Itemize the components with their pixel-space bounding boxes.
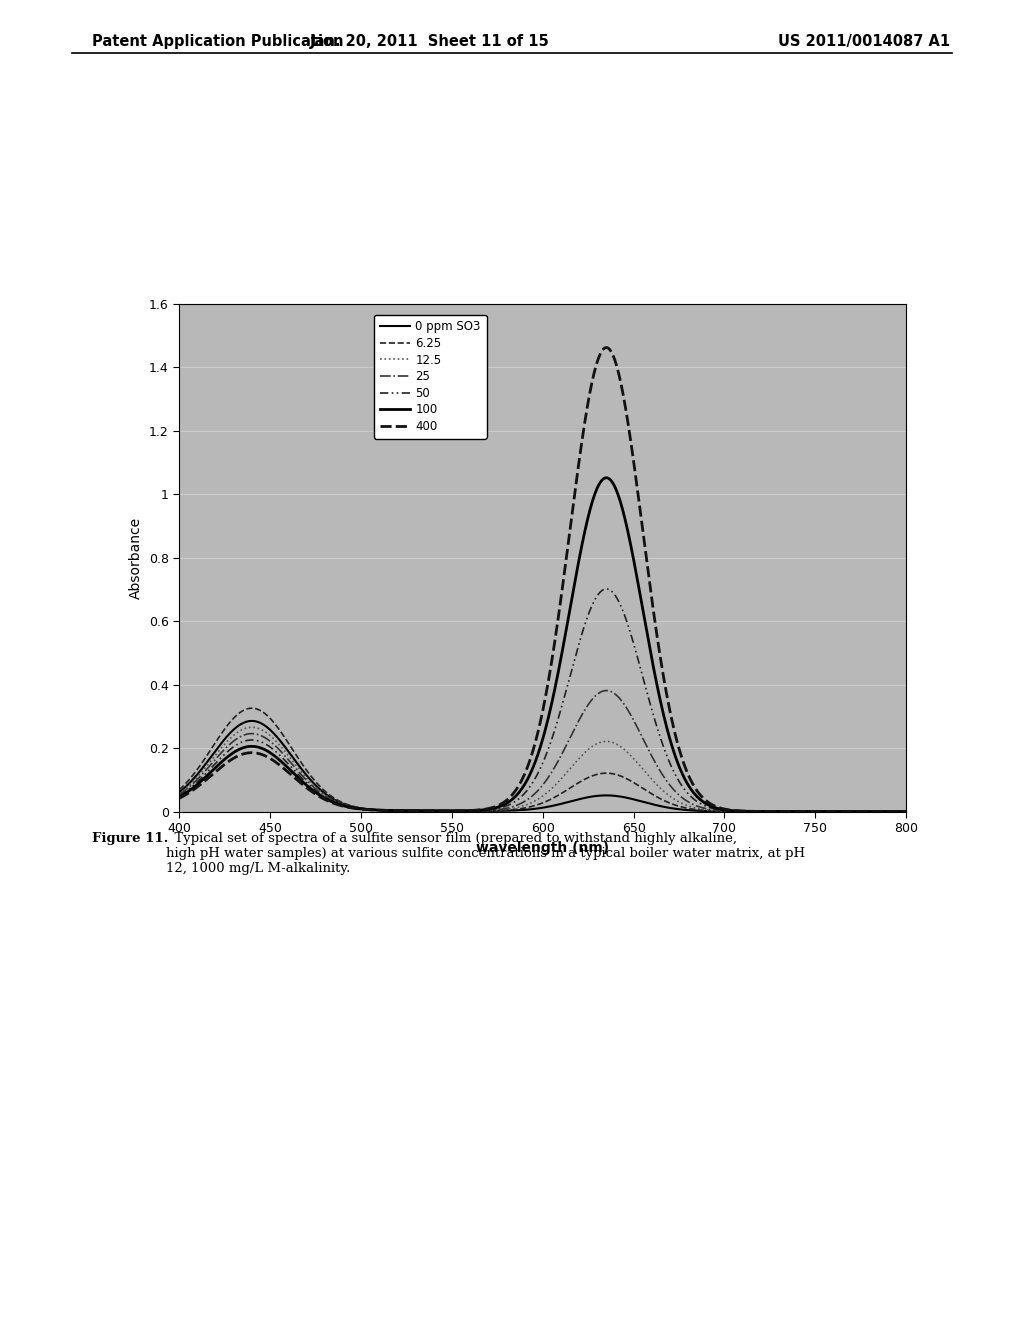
Y-axis label: Absorbance: Absorbance (129, 516, 143, 599)
X-axis label: wavelength (nm): wavelength (nm) (476, 841, 609, 855)
Text: Typical set of spectra of a sulfite sensor film (prepared to withstand highly al: Typical set of spectra of a sulfite sens… (166, 832, 805, 875)
Legend: 0 ppm SO3, 6.25, 12.5, 25, 50, 100, 400: 0 ppm SO3, 6.25, 12.5, 25, 50, 100, 400 (374, 314, 486, 438)
Text: Figure 11.: Figure 11. (92, 832, 169, 845)
Text: Jan. 20, 2011  Sheet 11 of 15: Jan. 20, 2011 Sheet 11 of 15 (310, 34, 550, 49)
Text: US 2011/0014087 A1: US 2011/0014087 A1 (778, 34, 950, 49)
Text: Patent Application Publication: Patent Application Publication (92, 34, 344, 49)
